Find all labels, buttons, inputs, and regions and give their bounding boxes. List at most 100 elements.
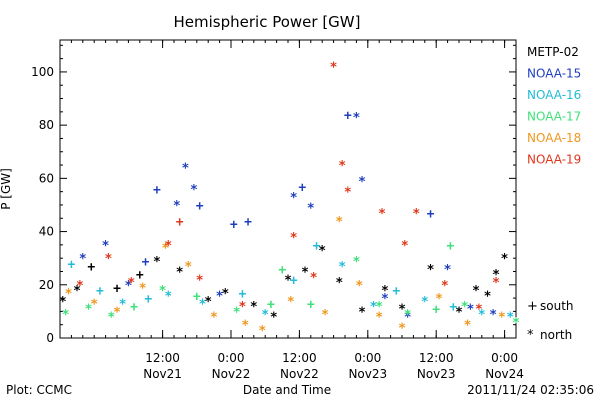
data-point-noaa-17: *	[375, 300, 383, 315]
data-point-noaa-15: +	[298, 180, 306, 195]
data-point-noaa-15: *	[404, 311, 412, 326]
x-tick-label-date: Nov21	[143, 367, 182, 381]
data-point-noaa-17: +	[432, 303, 440, 318]
data-point-noaa-18: *	[162, 242, 170, 257]
data-point-noaa-19: *	[105, 252, 113, 267]
data-point-metp-02: *	[176, 265, 184, 280]
data-point-noaa-19: *	[127, 276, 135, 291]
data-point-noaa-15: *	[79, 252, 87, 267]
data-point-noaa-17: +	[447, 239, 455, 254]
data-point-noaa-16: *	[338, 260, 346, 275]
data-point-noaa-16: +	[238, 287, 246, 302]
y-tick-label: 40	[39, 225, 54, 239]
legend-item-noaa-16: NOAA-16	[527, 88, 581, 102]
data-point-noaa-15: *	[307, 202, 315, 217]
data-point-metp-02: *	[381, 284, 389, 299]
data-point-noaa-16: +	[290, 273, 298, 288]
data-point-noaa-19: *	[310, 271, 318, 286]
data-point-metp-02: *	[153, 255, 161, 270]
data-point-noaa-19: *	[196, 273, 204, 288]
marker-key-symbol-north: *	[527, 328, 534, 343]
legend-item-metp-02: METP-02	[527, 45, 579, 59]
footer-left: Plot: CCMC	[6, 383, 72, 397]
chart-title: Hemispheric Power [GW]	[174, 13, 361, 31]
data-point-noaa-18: *	[139, 281, 147, 296]
data-point-noaa-16: +	[96, 284, 104, 299]
data-point-noaa-17: *	[404, 308, 412, 323]
data-point-metp-02: *	[472, 284, 480, 299]
data-point-noaa-18: *	[210, 311, 218, 326]
data-point-noaa-19: *	[344, 186, 352, 201]
data-point-noaa-15: +	[427, 207, 435, 222]
legend-item-noaa-17: NOAA-17	[527, 110, 581, 124]
data-point-noaa-18: *	[435, 292, 443, 307]
data-point-noaa-17: *	[512, 316, 520, 331]
data-point-noaa-18: *	[335, 215, 343, 230]
data-point-noaa-18: *	[287, 295, 295, 310]
data-point-noaa-17: +	[267, 297, 275, 312]
data-point-noaa-18: *	[464, 319, 472, 334]
data-point-noaa-17: *	[159, 284, 167, 299]
data-point-metp-02: *	[335, 276, 343, 291]
data-point-noaa-18: *	[241, 319, 249, 334]
x-axis-label: Date and Time	[243, 383, 331, 397]
data-point-noaa-15: *	[290, 191, 298, 206]
data-point-noaa-18: *	[375, 311, 383, 326]
plot-area: 0 20 40 60 80 100 12:00 Nov21 0:00 Nov22 12:00 Nov…	[31, 39, 524, 381]
data-point-noaa-16: *	[478, 308, 486, 323]
x-tick-label-time: 0:00	[491, 351, 518, 365]
x-tick-label-date: Nov23	[348, 367, 387, 381]
data-marks: **+++**************** ******++***+*+ +*+*+…	[59, 61, 520, 339]
legend: METP-02 NOAA-15 NOAA-16 NOAA-17 NOAA-18 NOAA-…	[527, 45, 581, 167]
data-point-noaa-15: *	[102, 239, 110, 254]
y-tick-label: 0	[46, 331, 54, 345]
data-point-metp-02: +	[113, 281, 121, 296]
data-point-noaa-18: *	[184, 260, 192, 275]
data-point-noaa-15: *	[173, 199, 181, 214]
data-point-noaa-16: +	[67, 258, 75, 273]
data-point-noaa-18: *	[321, 308, 329, 323]
data-point-noaa-19: *	[492, 276, 500, 291]
data-point-noaa-19: *	[378, 207, 386, 222]
data-point-noaa-19: *	[290, 231, 298, 246]
data-point-noaa-15: *	[466, 303, 474, 318]
data-point-noaa-19: *	[238, 300, 246, 315]
x-tick-label-date: Nov23	[417, 367, 456, 381]
data-point-noaa-16: *	[199, 297, 207, 312]
x-tick-label-time: 0:00	[218, 351, 245, 365]
y-axis-label: P [GW]	[0, 168, 13, 210]
data-point-noaa-18: *	[355, 279, 363, 294]
marker-key: + south * north	[527, 299, 574, 343]
data-point-noaa-19: *	[412, 207, 420, 222]
data-point-noaa-19: *	[164, 239, 172, 254]
data-point-metp-02: *	[284, 273, 292, 288]
data-point-noaa-15: *	[124, 279, 132, 294]
data-point-metp-02: *	[73, 284, 81, 299]
data-point-noaa-15: *	[444, 263, 452, 278]
data-point-noaa-19: *	[330, 61, 338, 76]
data-point-noaa-17: *	[352, 255, 360, 270]
data-point-metp-02: *	[318, 244, 326, 259]
data-point-noaa-15: +	[153, 183, 161, 198]
data-point-metp-02: *	[301, 265, 309, 280]
data-point-metp-02: +	[87, 260, 95, 275]
data-point-noaa-19: *	[475, 303, 483, 318]
data-point-noaa-18: *	[398, 321, 406, 336]
data-point-noaa-16: +	[449, 300, 457, 315]
data-point-noaa-15: +	[142, 255, 150, 270]
data-point-metp-02: *	[358, 305, 366, 320]
legend-item-noaa-19: NOAA-19	[527, 153, 581, 167]
data-point-noaa-16: +	[392, 284, 400, 299]
data-point-noaa-16: *	[370, 300, 378, 315]
x-tick-label-date: Nov22	[212, 367, 251, 381]
data-point-noaa-16: +	[313, 239, 321, 254]
x-tick-label-time: 12:00	[145, 351, 180, 365]
data-point-metp-02: *	[59, 295, 67, 310]
marker-key-symbol-south: +	[527, 299, 538, 314]
data-point-noaa-19: *	[401, 239, 409, 254]
data-point-noaa-17: *	[461, 300, 469, 315]
x-axis: 12:00 Nov21 0:00 Nov22 12:00 Nov22 0:00 Nov23 12…	[70, 40, 524, 381]
data-point-noaa-19: *	[441, 279, 449, 294]
data-point-noaa-15: *	[381, 292, 389, 307]
